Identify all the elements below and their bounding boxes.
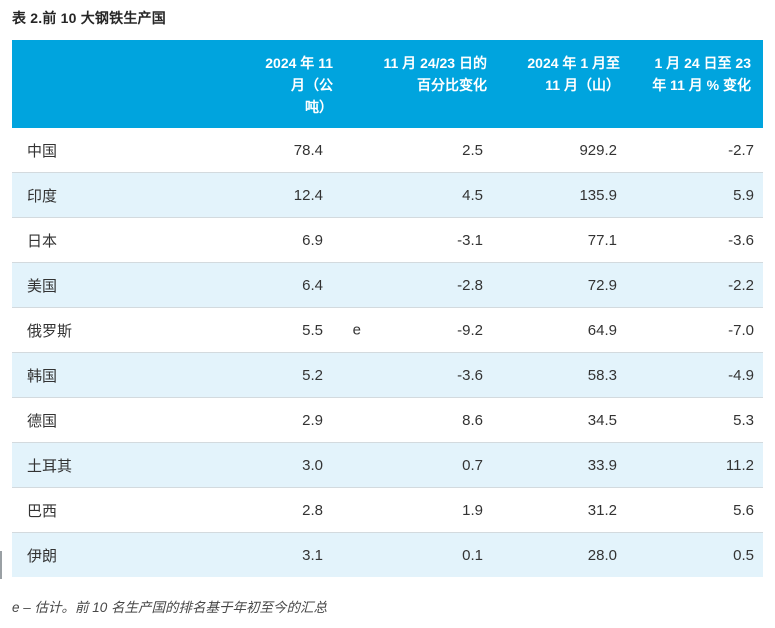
table-row-brazil: 巴西 2.8 1.9 31.2 5.6 — [12, 487, 763, 533]
header-line: 月（公 — [291, 77, 333, 93]
nov-value-cell: 78.4 — [293, 141, 323, 159]
table-row-japan: 日本 6.9 -3.1 77.1 -3.6 — [12, 217, 763, 263]
pct-change-cell: -2.8 — [457, 276, 483, 294]
ytd-pct-cell: 5.3 — [733, 411, 754, 429]
country-cell: 韩国 — [27, 367, 58, 385]
nov-value-cell: 3.1 — [302, 546, 323, 564]
header-line: 百分比变化 — [417, 77, 487, 93]
estimate-footnote: e – 估计。前 10 名生产国的排名基于年初至今的汇总 — [12, 600, 328, 615]
ytd-pct-cell: -2.2 — [728, 276, 754, 294]
header-line: 吨） — [305, 99, 333, 115]
pct-change-cell: 0.7 — [462, 456, 483, 474]
ytd-value-cell: 58.3 — [587, 366, 617, 384]
header-line: 2024 年 1 月至 — [527, 55, 620, 71]
table-row-india: 印度 12.4 4.5 135.9 5.9 — [12, 172, 763, 218]
ytd-pct-cell: -2.7 — [728, 141, 754, 159]
header-line: 年 11 月 % 变化 — [652, 77, 751, 93]
nov-value-cell: 2.8 — [302, 501, 323, 519]
pct-change-cell: -3.1 — [457, 231, 483, 249]
ytd-value-cell: 34.5 — [587, 411, 617, 429]
pct-change-cell: -3.6 — [457, 366, 483, 384]
ytd-value-cell: 929.2 — [579, 141, 617, 159]
nov-value-cell: 5.5 e — [237, 308, 361, 353]
nov-value-cell: 2.9 — [302, 411, 323, 429]
pct-change-cell: -9.2 — [457, 321, 483, 339]
ytd-value-cell: 64.9 — [587, 321, 617, 339]
pct-change-cell: 4.5 — [462, 186, 483, 204]
table-row-usa: 美国 6.4 -2.8 72.9 -2.2 — [12, 262, 763, 308]
header-line: 11 月 24/23 日的 — [383, 55, 487, 71]
pct-change-cell: 8.6 — [462, 411, 483, 429]
ytd-value-cell: 28.0 — [587, 546, 617, 564]
nov-value-cell: 5.2 — [302, 366, 323, 384]
nov-value-cell: 6.4 — [302, 276, 323, 294]
header-cell-ytd: 2024 年 1 月至 11 月（山） — [499, 40, 632, 128]
nov-value-cell: 6.9 — [302, 231, 323, 249]
ytd-value-cell: 77.1 — [587, 231, 617, 249]
table-row-south-korea: 韩国 5.2 -3.6 58.3 -4.9 — [12, 352, 763, 398]
country-cell: 土耳其 — [27, 457, 73, 475]
nov-value-cell: 3.0 — [302, 456, 323, 474]
country-cell: 俄罗斯 — [27, 322, 73, 340]
ytd-pct-cell: 11.2 — [725, 456, 754, 474]
header-cell-pct-change: 11 月 24/23 日的 百分比变化 — [345, 40, 499, 128]
ytd-value-cell: 135.9 — [579, 186, 617, 204]
ytd-pct-cell: -7.0 — [728, 321, 754, 339]
country-cell: 德国 — [27, 412, 58, 430]
header-row: 2024 年 11 月（公 吨） 11 月 24/23 日的 百分比变化 202… — [12, 40, 763, 128]
header-line: 11 月（山） — [545, 77, 620, 93]
table-header: 2024 年 11 月（公 吨） 11 月 24/23 日的 百分比变化 202… — [12, 40, 763, 128]
country-cell: 中国 — [27, 142, 58, 160]
header-cell-nov-2024: 2024 年 11 月（公 吨） — [237, 40, 345, 128]
table-body: 中国 78.4 2.5 929.2 -2.7 印度 12.4 4.5 135.9… — [12, 128, 763, 577]
header-cell-ytd-pct: 1 月 24 日至 23 年 11 月 % 变化 — [632, 40, 763, 128]
country-cell: 伊朗 — [27, 547, 58, 565]
ytd-value-cell: 72.9 — [587, 276, 617, 294]
ytd-value-cell: 33.9 — [587, 456, 617, 474]
ytd-pct-cell: 5.9 — [733, 186, 754, 204]
pct-change-cell: 0.1 — [462, 546, 483, 564]
ytd-value-cell: 31.2 — [587, 501, 617, 519]
table-row-russia: 俄罗斯 5.5 e -9.2 64.9 -7.0 — [12, 307, 763, 353]
ytd-pct-cell: 0.5 — [733, 546, 754, 564]
left-edge-artifact — [0, 551, 2, 579]
page-title: 表 2.前 10 大钢铁生产国 — [12, 10, 166, 26]
pct-change-cell: 2.5 — [462, 141, 483, 159]
ytd-pct-cell: -3.6 — [728, 231, 754, 249]
country-cell: 印度 — [27, 187, 58, 205]
country-cell: 巴西 — [27, 502, 58, 520]
table-row-turkey: 土耳其 3.0 0.7 33.9 11.2 — [12, 442, 763, 488]
country-cell: 美国 — [27, 277, 58, 295]
ytd-pct-cell: 5.6 — [733, 501, 754, 519]
table-row-iran: 伊朗 3.1 0.1 28.0 0.5 — [12, 532, 763, 577]
steel-production-table: 2024 年 11 月（公 吨） 11 月 24/23 日的 百分比变化 202… — [12, 40, 763, 577]
table-row-china: 中国 78.4 2.5 929.2 -2.7 — [12, 128, 763, 173]
nov-value-cell: 12.4 — [293, 186, 323, 204]
estimate-flag: e — [352, 321, 361, 339]
header-line: 2024 年 11 — [265, 55, 333, 71]
pct-change-cell: 1.9 — [462, 501, 483, 519]
nov-value: 5.5 — [302, 321, 323, 339]
header-cell-country — [12, 40, 237, 128]
table-row-germany: 德国 2.9 8.6 34.5 5.3 — [12, 397, 763, 443]
header-line: 1 月 24 日至 23 — [654, 55, 752, 71]
country-cell: 日本 — [27, 232, 58, 250]
ytd-pct-cell: -4.9 — [728, 366, 754, 384]
